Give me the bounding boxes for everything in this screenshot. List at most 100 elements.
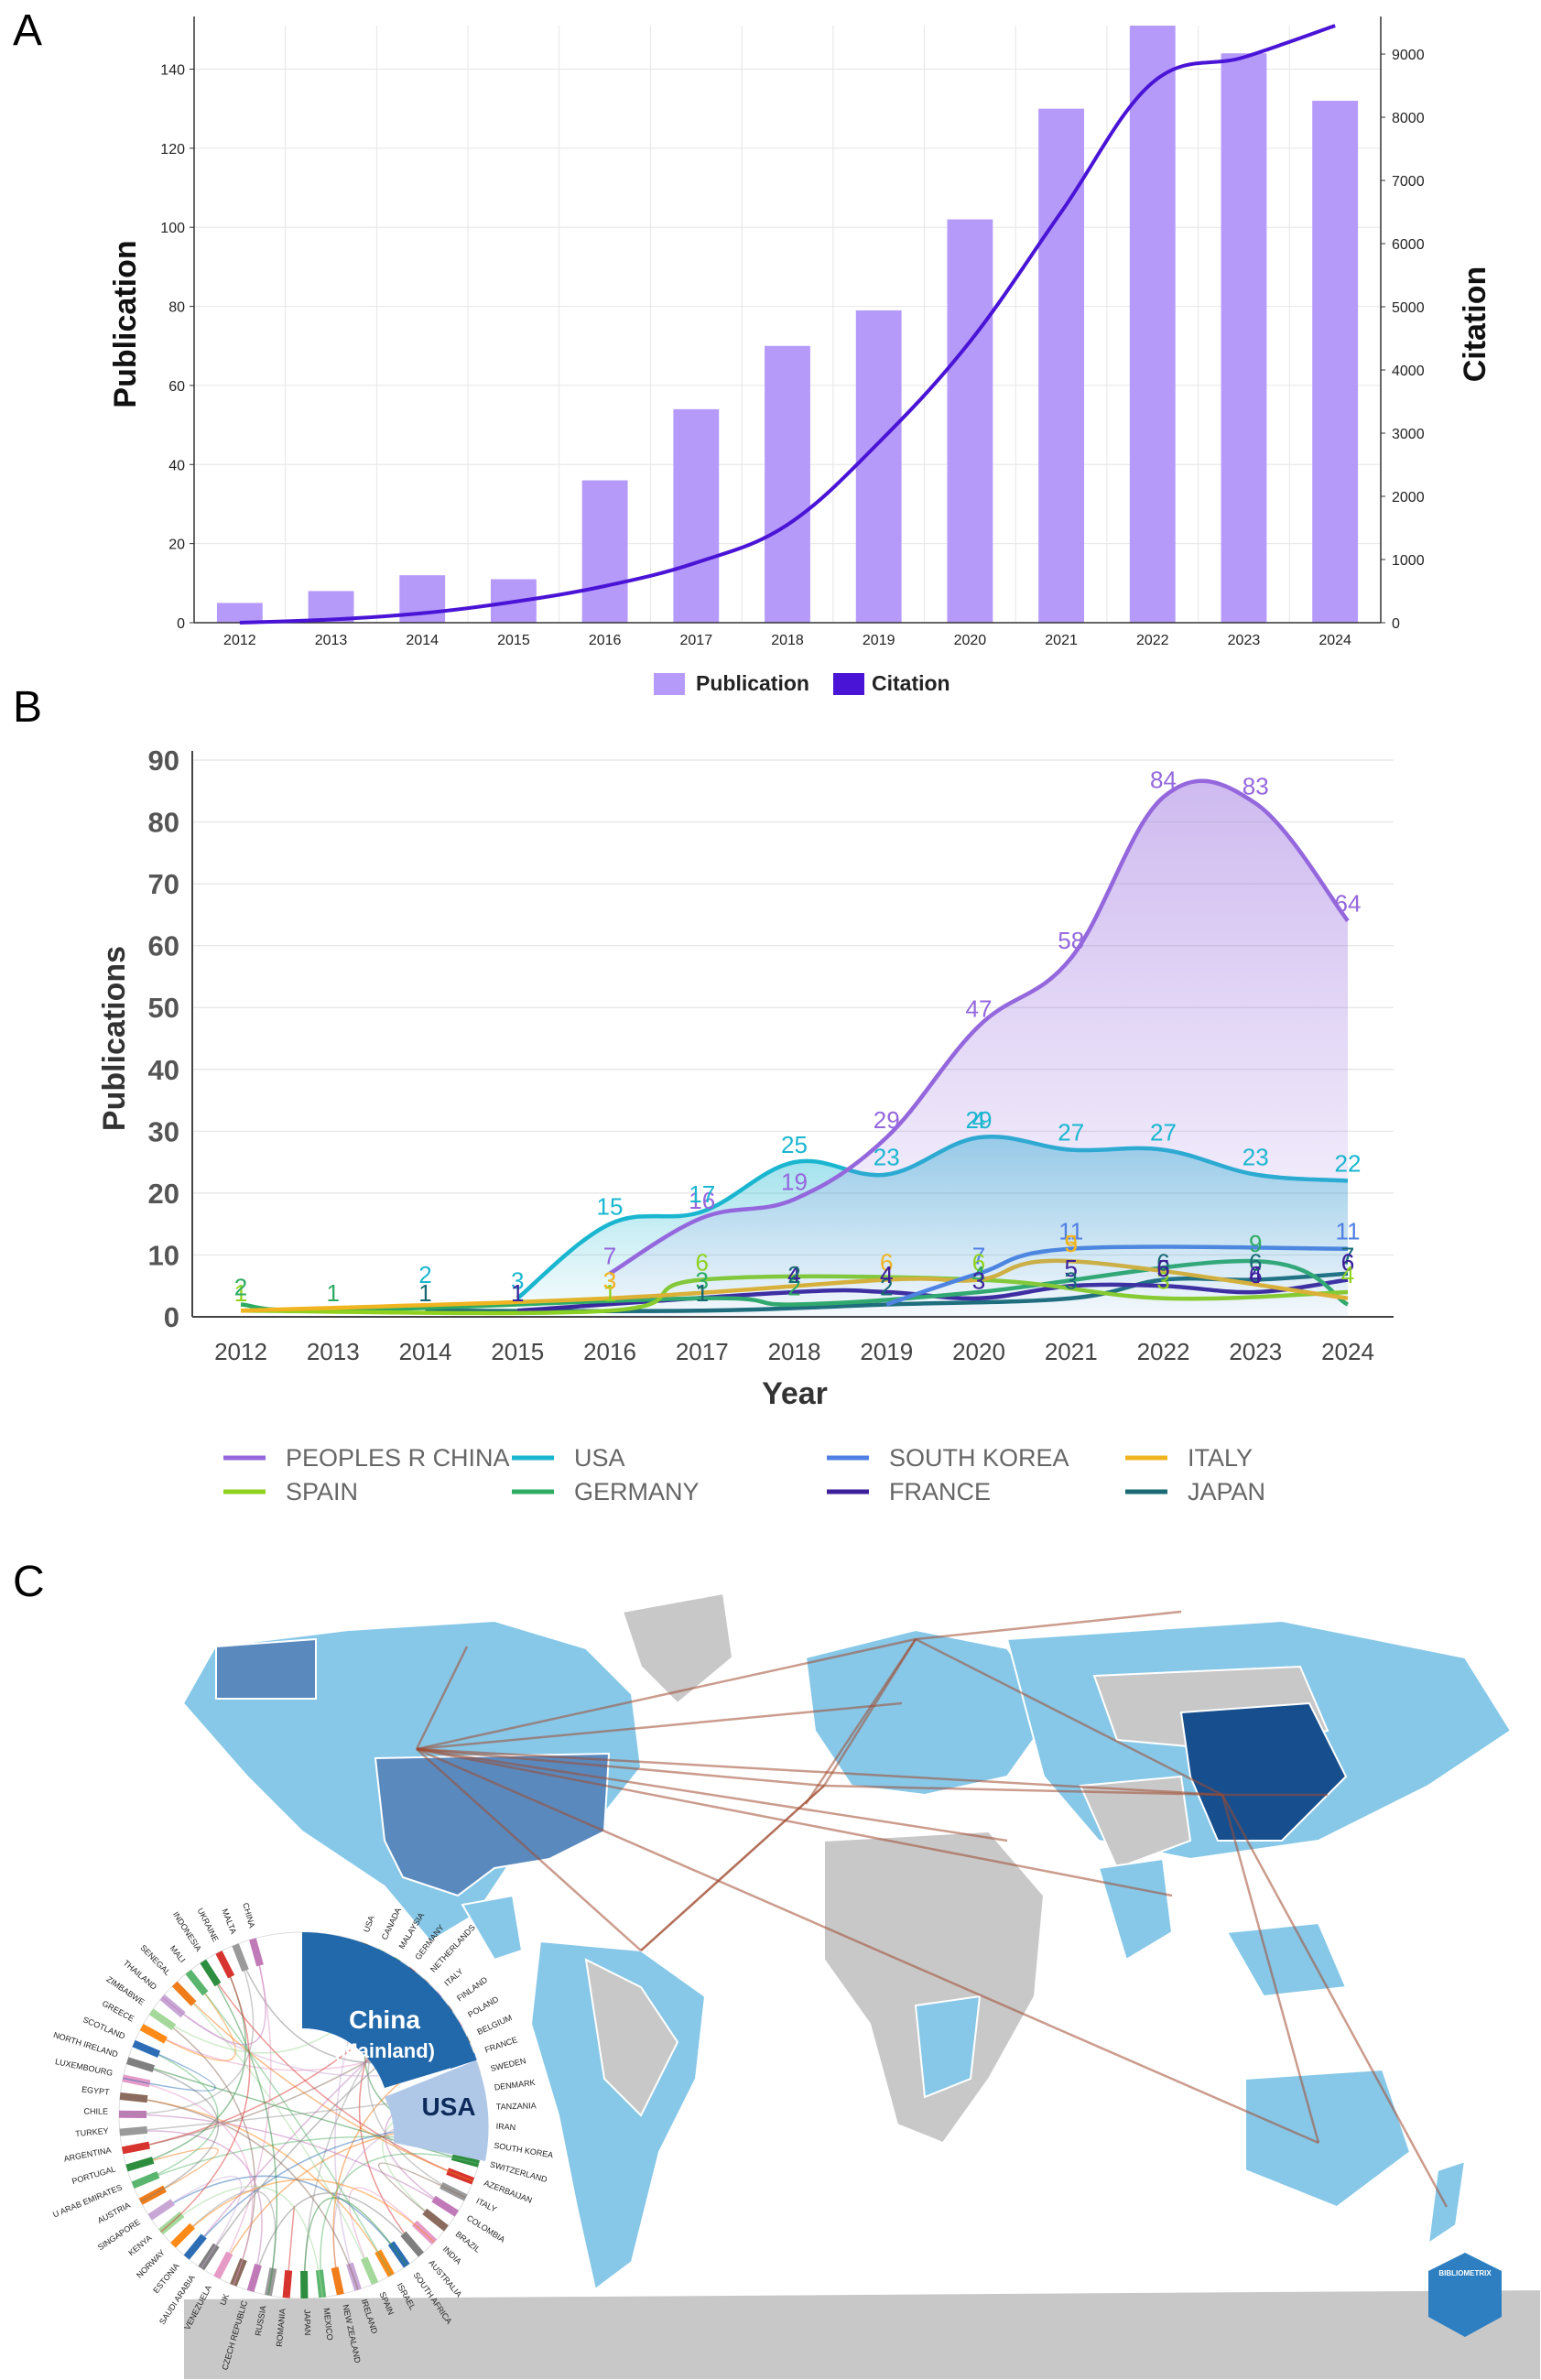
chord-country-label: EGYPT <box>81 2085 111 2097</box>
x-tick-label: 2019 <box>863 633 895 648</box>
chord-ribbon <box>160 1951 251 2233</box>
greenland-shape <box>621 1592 734 1705</box>
chord-country-label: KENYA <box>126 2233 153 2258</box>
y2-tick-label: 2000 <box>1392 490 1425 505</box>
southeast-asia-shape <box>1225 1921 1348 1998</box>
chord-country-label: UKRAINE <box>196 1907 221 1943</box>
data-label: 15 <box>597 1193 624 1221</box>
area-peoples-r-china <box>610 780 1348 1317</box>
y-tick-label: 30 <box>148 1115 179 1147</box>
data-label: 22 <box>1335 1149 1362 1177</box>
legend-label: FRANCE <box>889 1478 991 1505</box>
y2-tick-label: 1000 <box>1392 553 1425 569</box>
chord-country-label: CHILE <box>83 2107 108 2116</box>
data-label: 4 <box>972 1261 985 1288</box>
y-tick-label: 70 <box>148 868 179 900</box>
chord-label-china-sub: (Mainland) <box>334 2039 435 2062</box>
x-tick-label: 2015 <box>497 633 530 648</box>
chord-ribbon <box>126 2147 219 2202</box>
chord-ribbon <box>188 1971 393 2277</box>
bar-publication-2024 <box>1312 101 1359 623</box>
x-tick-label: 2014 <box>399 1338 452 1365</box>
australia-shape <box>1244 2068 1412 2209</box>
collaboration-link <box>416 1747 825 1788</box>
collaboration-link <box>640 1785 825 1951</box>
data-label: 23 <box>874 1144 900 1171</box>
chord-ribbon <box>377 2162 466 2230</box>
legend-label-publication: Publication <box>696 671 809 695</box>
alaska-shape <box>215 1637 317 1700</box>
x-tick-label: 2019 <box>860 1338 913 1365</box>
chord-country-label: LUXEMBOURG <box>54 2057 114 2078</box>
x-tick-label: 2017 <box>676 1338 729 1365</box>
chord-ribbon <box>126 2059 219 2202</box>
data-label: 6 <box>696 1248 709 1276</box>
chord-country-label: POLAND <box>466 1994 500 2019</box>
collaboration-link <box>416 1747 1173 1897</box>
data-label: 7 <box>972 1243 985 1270</box>
data-label: 1 <box>418 1279 431 1307</box>
line-citation <box>239 24 1336 625</box>
chord-sector-china <box>302 1932 476 2088</box>
y-tick-label: 20 <box>168 538 185 553</box>
y-axis-title: Publication <box>108 240 143 408</box>
x-tick-label: 2020 <box>954 633 987 648</box>
data-label: 47 <box>966 994 993 1022</box>
y-tick-label: 50 <box>148 992 179 1024</box>
data-label: 6 <box>1341 1248 1354 1276</box>
data-label: 4 <box>787 1261 800 1288</box>
bar-publication-2021 <box>1038 108 1084 624</box>
chord-ribbon <box>320 2153 480 2298</box>
bar-publication-2019 <box>855 310 902 623</box>
chord-country-label: SCOTLAND <box>81 2015 126 2041</box>
central-america-shape <box>461 1894 524 1962</box>
china-shape <box>1179 1701 1348 1842</box>
data-label: 3 <box>603 1267 616 1295</box>
x-tick-label: 2017 <box>680 633 713 648</box>
x-tick-label: 2016 <box>589 633 622 648</box>
chord-country-label: ESTONIA <box>151 2261 181 2295</box>
data-label: 3 <box>511 1267 524 1295</box>
collaboration-link <box>415 1646 469 1750</box>
chord-country-label: MEXICO <box>322 2308 335 2341</box>
data-label: 11 <box>1058 1218 1083 1245</box>
bar-publication-2017 <box>673 408 720 623</box>
chord-ribbon <box>149 2175 407 2266</box>
chord-label-usa: USA <box>421 2092 475 2121</box>
x-tick-label: 2022 <box>1137 1338 1190 1365</box>
y-tick-label: 80 <box>148 807 179 839</box>
chord-ribbon <box>118 1944 255 2115</box>
data-label: 3 <box>972 1267 985 1295</box>
chart-b-country-publications: 0 10 20 30 40 50 60 70 80 90 2012 2013 2014 2015 2016 2… <box>97 744 1394 1505</box>
legend-label: PEOPLES R CHINA <box>286 1444 510 1472</box>
x-axis-title: Year <box>762 1376 828 1411</box>
x-tick-label: 2018 <box>768 1338 821 1365</box>
legend-swatch-citation <box>833 673 864 695</box>
y-axis-title: Publications <box>97 946 132 1131</box>
legend-label-citation: Citation <box>872 671 950 695</box>
bibliometrix-logo-text: BIBLIOMETRIX <box>1438 2269 1492 2277</box>
y2-tick-label: 5000 <box>1392 300 1425 316</box>
data-label: 4 <box>972 1106 985 1134</box>
chord-ribbon <box>141 1971 236 2062</box>
y-tick-label: 60 <box>148 930 179 962</box>
chord-ribbon <box>202 1961 278 2296</box>
data-label: 7 <box>1341 1243 1354 1270</box>
chord-country-label: DENMARK <box>494 2078 536 2092</box>
data-label: 6 <box>880 1248 893 1276</box>
data-label: 5 <box>1156 1255 1169 1282</box>
data-label: 6 <box>1156 1255 1169 1282</box>
chord-country-label: CHINA <box>241 1902 256 1929</box>
bar-publication-2023 <box>1221 53 1267 624</box>
y2-tick-label: 7000 <box>1392 174 1425 190</box>
chord-ribbon <box>120 2095 359 2290</box>
chord-ribbon <box>174 1983 376 2284</box>
collaboration-link <box>915 1610 1182 1641</box>
chord-country-label: SWEDEN <box>490 2056 527 2073</box>
data-label: 83 <box>1243 772 1269 799</box>
x-tick-label: 2021 <box>1045 1338 1098 1365</box>
chord-ribbon <box>174 1983 473 2182</box>
x-tick-label: 2023 <box>1229 1338 1282 1365</box>
data-label: 5 <box>1065 1255 1078 1282</box>
chord-ribbon <box>303 2197 407 2298</box>
